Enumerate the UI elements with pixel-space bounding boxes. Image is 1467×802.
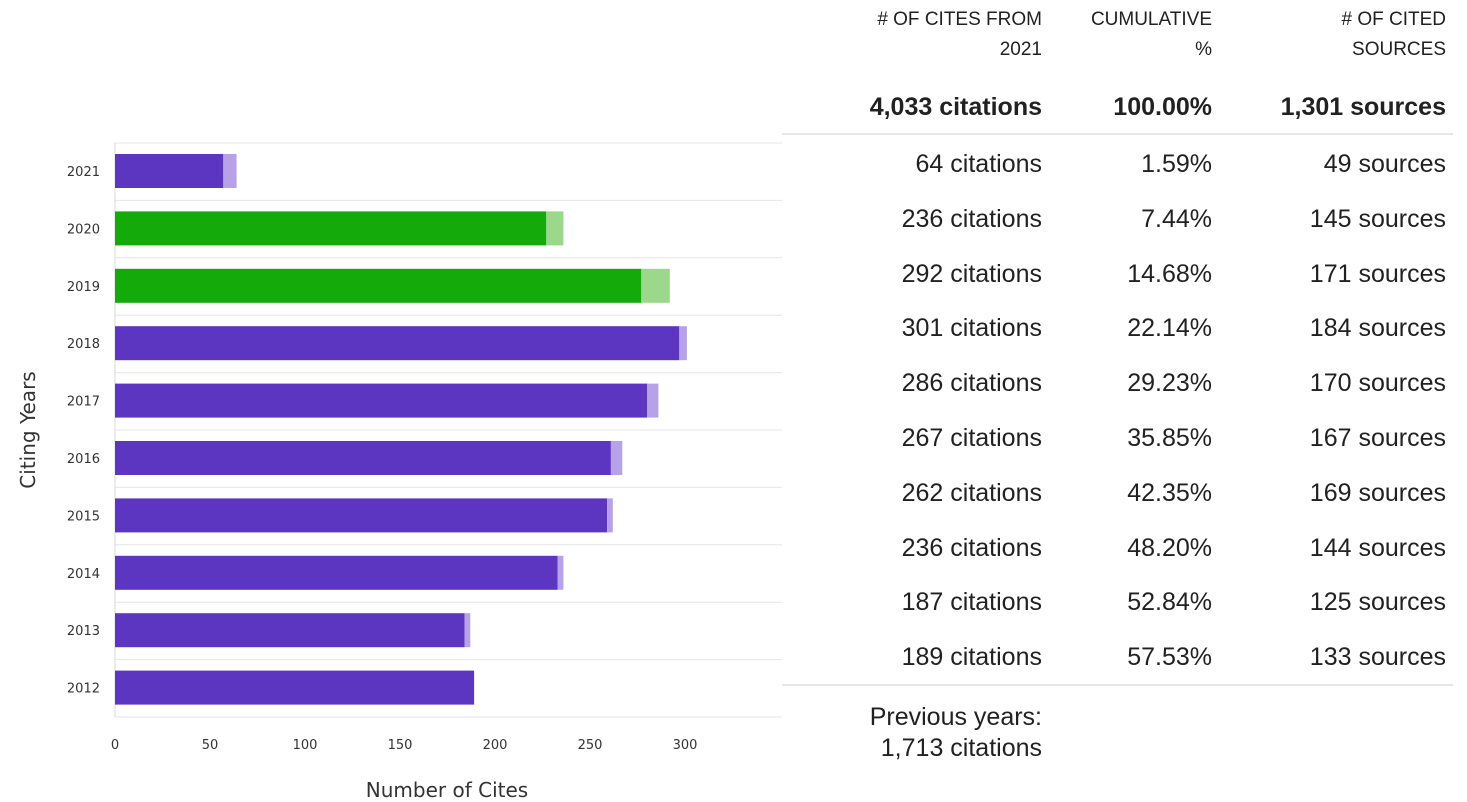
- table-cell-sources: 167 sources: [1309, 424, 1446, 452]
- table-cell-cumulative: 7.44%: [1141, 204, 1212, 233]
- table-cell-citations: 267 citations: [901, 424, 1042, 452]
- bar-2017: [115, 383, 647, 418]
- table-cell-sources: 133 sources: [1309, 643, 1446, 672]
- table-cell-citations: 189 citations: [901, 643, 1042, 672]
- column-header: CUMULATIVE: [1090, 9, 1212, 30]
- x-axis-tick-labels: 0 50 100 150 200 250 300: [111, 738, 698, 753]
- citing-years-bar-chart: 2021 2020 2019 2018 2017 2016 2015 2014 2013 2012…: [16, 142, 782, 802]
- bar-segment-2016: [610, 441, 623, 475]
- y-tick-label: 2012: [67, 682, 100, 697]
- previous-years-value: 1,713 citations: [880, 734, 1042, 762]
- table-cell-citations: 301 citations: [901, 314, 1042, 343]
- column-header: # OF CITES FROM: [877, 9, 1042, 30]
- bar-segment-2013: [464, 613, 471, 648]
- table-cell-citations: 236 citations: [901, 533, 1042, 562]
- table-cell-citations: 64 citations: [915, 150, 1042, 178]
- y-tick-label: 2014: [67, 567, 100, 582]
- table-cell-sources: 170 sources: [1309, 369, 1446, 398]
- table-cell-cumulative: 14.68%: [1127, 259, 1212, 288]
- table-cell-sources: 171 sources: [1309, 259, 1446, 288]
- table-cell-cumulative: 57.53%: [1127, 643, 1212, 672]
- table-cell-citations: 286 citations: [901, 369, 1042, 398]
- table-cell-sources: 144 sources: [1309, 533, 1446, 562]
- table-cell-cumulative: 42.35%: [1127, 478, 1212, 507]
- y-tick-label: 2016: [67, 452, 100, 467]
- y-tick-label: 2020: [67, 222, 100, 237]
- table-cell-citations: 292 citations: [901, 259, 1042, 288]
- bar-2019: [115, 268, 642, 303]
- y-tick-label: 2019: [67, 280, 100, 295]
- bar-segment-2015: [607, 498, 613, 533]
- table-cell-sources: 169 sources: [1309, 478, 1446, 507]
- y-tick-label: 2017: [67, 395, 100, 410]
- x-tick-label: 300: [673, 738, 698, 753]
- bar-segment-2014: [557, 555, 564, 590]
- table-cell-citations: 236 citations: [901, 204, 1042, 233]
- x-tick-label: 100: [293, 738, 318, 753]
- table-cell-cumulative: 35.85%: [1127, 424, 1212, 452]
- table-cell-sources: 145 sources: [1309, 204, 1446, 233]
- previous-years-label: Previous years:: [869, 703, 1042, 731]
- x-tick-label: 150: [388, 738, 413, 753]
- column-header: %: [1195, 39, 1212, 60]
- bar-segment-2017: [647, 383, 659, 418]
- table-cell-citations: 262 citations: [901, 478, 1042, 507]
- bar-2021: [115, 154, 224, 188]
- table-cell-citations: 187 citations: [901, 588, 1042, 617]
- y-tick-label: 2021: [67, 165, 100, 180]
- x-tick-label: 250: [578, 738, 603, 753]
- table-cell-sources: 49 sources: [1323, 150, 1446, 178]
- y-tick-label: 2015: [67, 509, 100, 524]
- x-axis-title: Number of Cites: [366, 778, 528, 802]
- table-cell-cumulative: 1.59%: [1141, 150, 1212, 178]
- total-sources: 1,301 sources: [1280, 93, 1446, 121]
- bar-segment-2019: [641, 268, 670, 303]
- total-cumulative: 100.00%: [1113, 93, 1212, 121]
- x-tick-label: 200: [483, 738, 508, 753]
- bar-2018: [115, 326, 680, 361]
- bar-series: [115, 154, 687, 705]
- y-tick-label: 2018: [67, 337, 100, 352]
- column-header: # OF CITED: [1341, 9, 1446, 30]
- bar-2014: [115, 555, 558, 590]
- bar-segment-2021: [223, 154, 237, 188]
- table-divider: [782, 684, 1453, 686]
- table-cell-sources: 184 sources: [1309, 314, 1446, 343]
- column-header: 2021: [999, 39, 1042, 60]
- y-tick-label: 2013: [67, 624, 100, 639]
- bar-2020: [115, 211, 547, 246]
- table-cell-sources: 125 sources: [1309, 588, 1446, 617]
- bar-2016: [115, 441, 611, 475]
- x-tick-label: 0: [111, 738, 119, 753]
- total-citations: 4,033 citations: [869, 93, 1042, 121]
- bar-2013: [115, 613, 465, 648]
- y-axis-tick-labels: 2021 2020 2019 2018 2017 2016 2015 2014 2013 2012: [67, 165, 100, 697]
- table-cell-cumulative: 48.20%: [1127, 533, 1212, 562]
- column-header: SOURCES: [1352, 39, 1446, 60]
- table-cell-cumulative: 52.84%: [1127, 588, 1212, 617]
- bar-segment-2020: [546, 211, 564, 246]
- y-axis-title: Citing Years: [16, 371, 40, 488]
- bar-segment-2018: [679, 326, 687, 361]
- table-divider: [782, 133, 1453, 135]
- bar-2012: [115, 670, 475, 705]
- x-tick-label: 50: [202, 738, 219, 753]
- bar-2015: [115, 498, 608, 533]
- table-cell-cumulative: 29.23%: [1127, 369, 1212, 398]
- table-cell-cumulative: 22.14%: [1127, 314, 1212, 343]
